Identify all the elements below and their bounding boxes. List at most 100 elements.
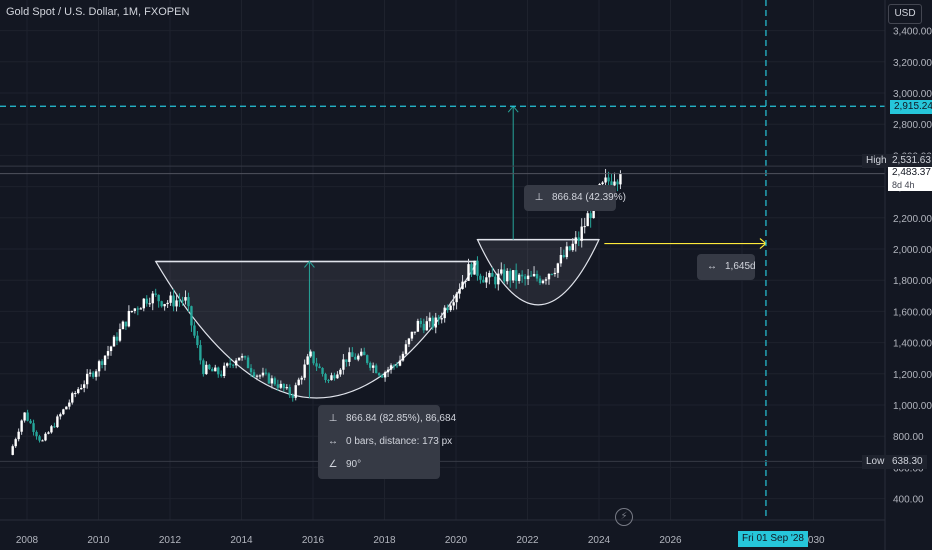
- drawing-overlays[interactable]: [0, 0, 885, 520]
- candle-body: [190, 306, 193, 326]
- candle-body: [294, 385, 297, 398]
- current-price-value: 2,483.37: [892, 167, 931, 178]
- current-price-tag: 2,483.37 8d 4h: [888, 167, 932, 191]
- candle-body: [112, 336, 116, 347]
- candle-body: [509, 270, 512, 281]
- candle-body: [249, 368, 253, 373]
- target-measure-tooltip[interactable]: ⊥ 866.84 (42.39%): [524, 185, 626, 211]
- cup-angle: 90°: [346, 459, 362, 470]
- y-tick-label: 2,800.00: [893, 120, 932, 131]
- lightning-icon[interactable]: ⚡: [615, 508, 633, 526]
- candle-body: [193, 325, 196, 336]
- candle-body: [258, 375, 262, 377]
- target-price-tag[interactable]: 2,915.24: [890, 100, 932, 114]
- candle-body: [613, 181, 616, 186]
- grid-lines: [0, 0, 885, 520]
- countdown-label: 8d 4h: [892, 180, 915, 190]
- candle-body: [252, 372, 256, 377]
- candle-body: [80, 387, 83, 390]
- candle-body: [467, 264, 470, 281]
- candle-body: [133, 308, 137, 311]
- candle-body: [369, 362, 372, 368]
- candle-body: [512, 270, 515, 281]
- y-tick-label: 2,200.00: [893, 214, 932, 225]
- crosshair-date-tag[interactable]: Fri 01 Sep '28: [738, 531, 808, 547]
- y-tick-label: 800.00: [893, 432, 924, 443]
- candle-body: [428, 317, 431, 322]
- candle-body: [491, 272, 494, 277]
- candle-body: [383, 372, 387, 378]
- y-tick-label: 3,200.00: [893, 58, 932, 69]
- candle-body: [181, 300, 184, 302]
- y-tick-label: 3,000.00: [893, 89, 932, 100]
- candle-body: [318, 366, 321, 368]
- y-tick-label: 1,600.00: [893, 307, 932, 318]
- candle-body: [142, 298, 145, 309]
- candle-body: [431, 317, 434, 328]
- candle-body: [479, 275, 482, 280]
- candle-body: [514, 270, 518, 281]
- candle-body: [398, 360, 402, 366]
- candle-body: [407, 338, 411, 345]
- candle-body: [526, 275, 530, 280]
- candle-body: [565, 246, 569, 258]
- candle-body: [324, 374, 327, 381]
- candle-body: [333, 375, 336, 379]
- candle-body: [437, 317, 440, 320]
- candle-body: [100, 361, 104, 365]
- candle-body: [312, 351, 315, 364]
- candle-body: [68, 402, 71, 407]
- candle-body: [589, 213, 592, 219]
- candle-body: [473, 260, 476, 275]
- candle-body: [419, 320, 423, 324]
- target-price-change: 866.84 (42.39%): [552, 192, 626, 203]
- candle-body: [217, 367, 220, 375]
- candle-body: [267, 373, 271, 384]
- x-tick-label: 2014: [230, 535, 253, 546]
- candle-body: [574, 237, 577, 244]
- candle-body: [303, 364, 306, 378]
- time-span-tooltip[interactable]: ↔ 1,645d: [697, 254, 756, 280]
- candle-body: [404, 344, 408, 354]
- candle-body: [556, 263, 560, 273]
- price-range-icon: ⊥: [328, 413, 338, 424]
- angle-icon: ∠: [328, 459, 338, 470]
- candle-body: [270, 378, 274, 384]
- candle-body: [360, 351, 363, 356]
- candle-body: [226, 363, 229, 366]
- candle-body: [520, 274, 524, 277]
- low-label: Low: [862, 455, 889, 469]
- x-tick-label: 2016: [302, 535, 325, 546]
- candle-body: [279, 383, 283, 388]
- candle-body: [71, 393, 74, 403]
- candle-body: [65, 406, 68, 410]
- candle-body: [14, 439, 17, 447]
- candle-body: [136, 308, 140, 310]
- candle-body: [91, 372, 95, 377]
- candle-body: [38, 436, 41, 441]
- candle-body: [240, 356, 244, 358]
- candle-body: [175, 300, 178, 307]
- candle-body: [485, 277, 488, 283]
- cup-measure-tooltip[interactable]: ⊥ 866.84 (82.85%), 86,684 ↔ 0 bars, dist…: [318, 405, 456, 479]
- symbol-title[interactable]: Gold Spot / U.S. Dollar, 1M, FXOPEN: [6, 6, 190, 18]
- candle-body: [62, 409, 65, 415]
- currency-button[interactable]: USD: [888, 4, 922, 24]
- candle-body: [619, 173, 622, 185]
- candle-body: [506, 270, 509, 282]
- high-price-tag: 2,531.63: [888, 154, 932, 168]
- x-tick-label: 2024: [588, 535, 611, 546]
- candle-body: [529, 275, 533, 277]
- candle-body: [366, 355, 369, 363]
- candle-body: [172, 295, 175, 307]
- candle-body: [214, 367, 217, 372]
- candle-body: [223, 365, 226, 376]
- candle-body: [410, 331, 414, 339]
- candle-body: [26, 412, 29, 421]
- candle-body: [85, 373, 89, 385]
- candle-body: [306, 356, 309, 365]
- candle-body: [261, 372, 265, 376]
- candle-body: [184, 297, 187, 301]
